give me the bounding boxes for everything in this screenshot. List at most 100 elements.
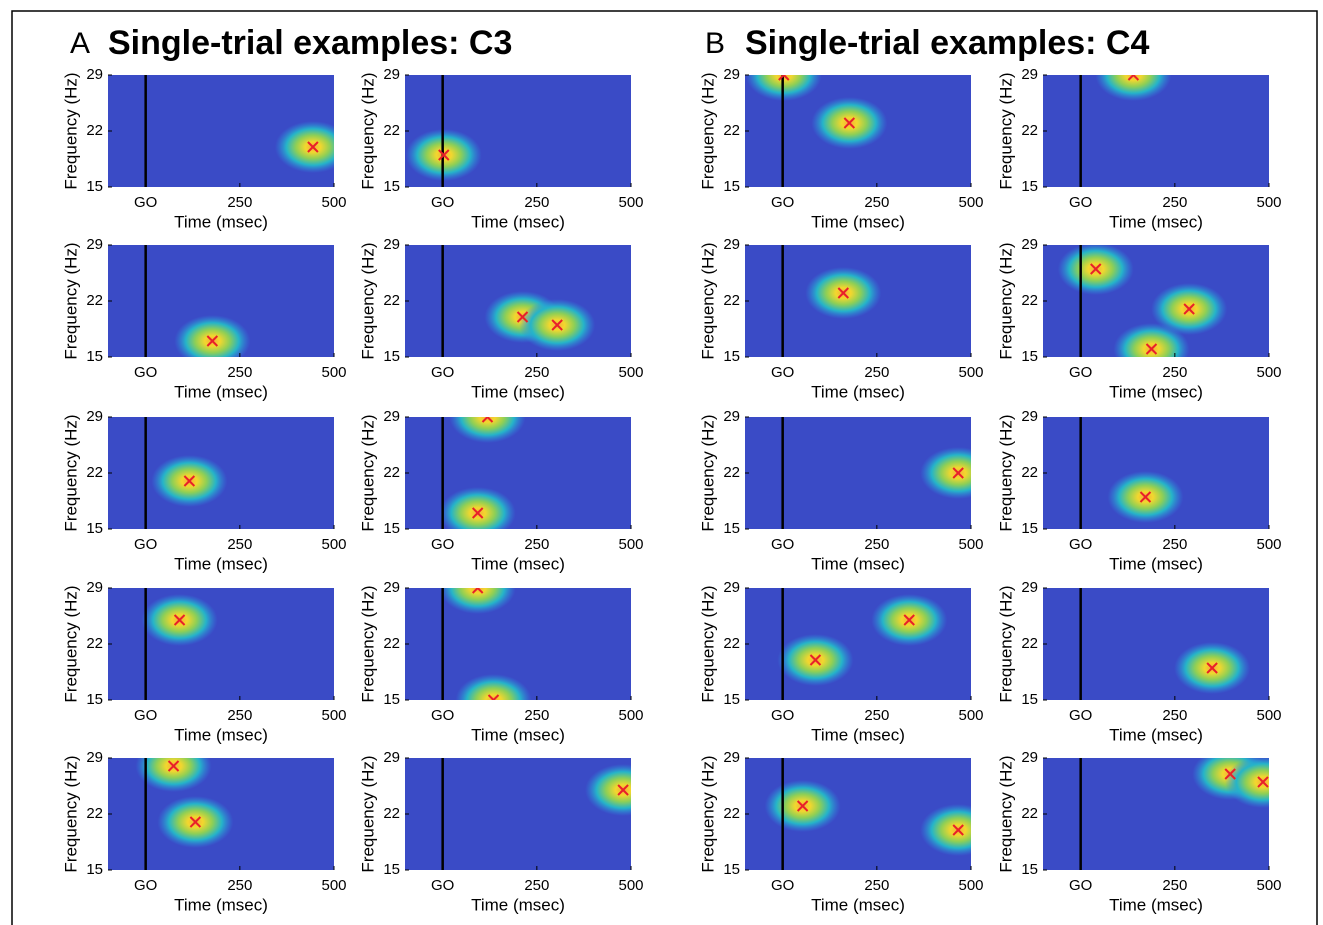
x-tick-label: GO	[134, 364, 157, 381]
y-tick-label: 29	[1021, 408, 1038, 425]
y-tick-label: 15	[723, 861, 740, 878]
peak-marker-stroke	[551, 319, 563, 331]
x-axis-label: Time (msec)	[811, 554, 905, 573]
x-axis-label: Time (msec)	[811, 382, 905, 401]
x-axis-label: Time (msec)	[1109, 725, 1203, 744]
y-tick-label: 22	[1021, 805, 1038, 822]
peak-marker-stroke	[183, 475, 196, 487]
peak-marker-stroke	[307, 141, 319, 153]
peak-marker	[778, 75, 790, 81]
power-blob	[274, 121, 334, 173]
power-blob	[585, 764, 631, 816]
y-axis-label: Frequency (Hz)	[698, 72, 717, 189]
y-tick-label: 29	[723, 236, 740, 253]
plot-area	[108, 245, 334, 357]
plot-area	[108, 588, 334, 700]
peak-marker	[952, 824, 964, 836]
y-axis-label: Frequency (Hz)	[996, 755, 1015, 872]
peak-marker-stroke	[492, 694, 500, 700]
peak-marker-stroke	[481, 417, 489, 423]
panel-title: Single-trial examples: C3	[108, 24, 512, 62]
y-tick-label: 22	[86, 292, 103, 309]
x-tick-label: GO	[134, 194, 157, 211]
y-axis-label: Frequency (Hz)	[358, 72, 377, 189]
y-tick-label: 22	[723, 635, 740, 652]
y-tick-label: 29	[383, 408, 400, 425]
y-tick-label: 22	[723, 292, 740, 309]
x-tick-label: 500	[321, 364, 346, 381]
peak-marker-stroke	[1131, 75, 1140, 81]
y-tick-label: 15	[86, 178, 103, 195]
y-tick-label: 22	[1021, 635, 1038, 652]
y-axis-label: Frequency (Hz)	[61, 72, 80, 189]
y-tick-label: 15	[1021, 861, 1038, 878]
x-axis-label: Time (msec)	[471, 212, 565, 231]
y-tick-label: 15	[723, 178, 740, 195]
peak-marker	[1127, 75, 1140, 81]
x-tick-label: 250	[227, 194, 252, 211]
peak-marker	[796, 800, 809, 812]
peak-marker	[551, 319, 563, 331]
y-tick-label: 22	[1021, 122, 1038, 139]
y-tick-label: 22	[86, 805, 103, 822]
plot-area	[405, 417, 631, 529]
plot-area	[1043, 758, 1269, 870]
x-axis-label: Time (msec)	[1109, 382, 1203, 401]
peak-marker	[1145, 343, 1158, 355]
peak-marker	[1090, 263, 1102, 275]
y-axis-label: Frequency (Hz)	[698, 242, 717, 359]
peak-marker-stroke	[809, 654, 822, 666]
y-tick-label: 29	[86, 579, 103, 596]
plot-area	[745, 758, 971, 870]
peak-marker-stroke	[206, 335, 219, 347]
x-tick-label: 500	[618, 194, 643, 211]
x-tick-label: 250	[864, 707, 889, 724]
plot-area	[405, 75, 631, 187]
y-tick-label: 15	[383, 178, 400, 195]
x-tick-label: 250	[227, 536, 252, 553]
peak-marker-stroke	[837, 287, 850, 299]
x-axis-label: Time (msec)	[1109, 554, 1203, 573]
power-blob	[455, 674, 532, 700]
frame	[11, 10, 1318, 925]
y-tick-label: 15	[723, 520, 740, 537]
y-tick-label: 22	[723, 122, 740, 139]
peak-marker-stroke	[617, 784, 629, 796]
y-axis-label: Frequency (Hz)	[698, 755, 717, 872]
plot-area	[405, 245, 631, 357]
x-axis-label: Time (msec)	[1109, 895, 1203, 914]
x-tick-label: GO	[771, 364, 794, 381]
peak-marker-stroke	[952, 824, 964, 836]
x-tick-label: 250	[227, 877, 252, 894]
peak-marker-stroke	[487, 694, 495, 700]
panel-letter: A	[70, 27, 90, 60]
peak-marker-stroke	[952, 467, 964, 479]
y-tick-label: 15	[723, 691, 740, 708]
y-tick-label: 22	[383, 122, 400, 139]
peak-marker-stroke	[843, 117, 856, 129]
peak-marker	[952, 467, 964, 479]
y-tick-label: 15	[1021, 348, 1038, 365]
x-tick-label: 500	[958, 536, 983, 553]
y-tick-label: 22	[383, 292, 400, 309]
x-tick-label: GO	[431, 194, 454, 211]
peak-marker-stroke	[471, 588, 480, 594]
x-tick-label: 500	[1256, 194, 1281, 211]
peak-marker	[189, 816, 202, 828]
y-axis-label: Frequency (Hz)	[358, 585, 377, 702]
peak-marker-stroke	[1127, 75, 1135, 81]
x-tick-label: 500	[1256, 877, 1281, 894]
power-blob	[449, 417, 526, 443]
x-tick-label: 250	[227, 364, 252, 381]
peak-marker-stroke	[796, 800, 809, 812]
y-axis-label: Frequency (Hz)	[996, 242, 1015, 359]
plot-area	[405, 588, 631, 700]
x-tick-label: 500	[321, 536, 346, 553]
plot-area	[745, 245, 971, 357]
y-tick-label: 22	[86, 464, 103, 481]
x-tick-label: 250	[864, 877, 889, 894]
x-tick-label: GO	[431, 877, 454, 894]
x-axis-label: Time (msec)	[811, 895, 905, 914]
x-tick-label: GO	[134, 877, 157, 894]
heatmap-background	[405, 417, 631, 529]
